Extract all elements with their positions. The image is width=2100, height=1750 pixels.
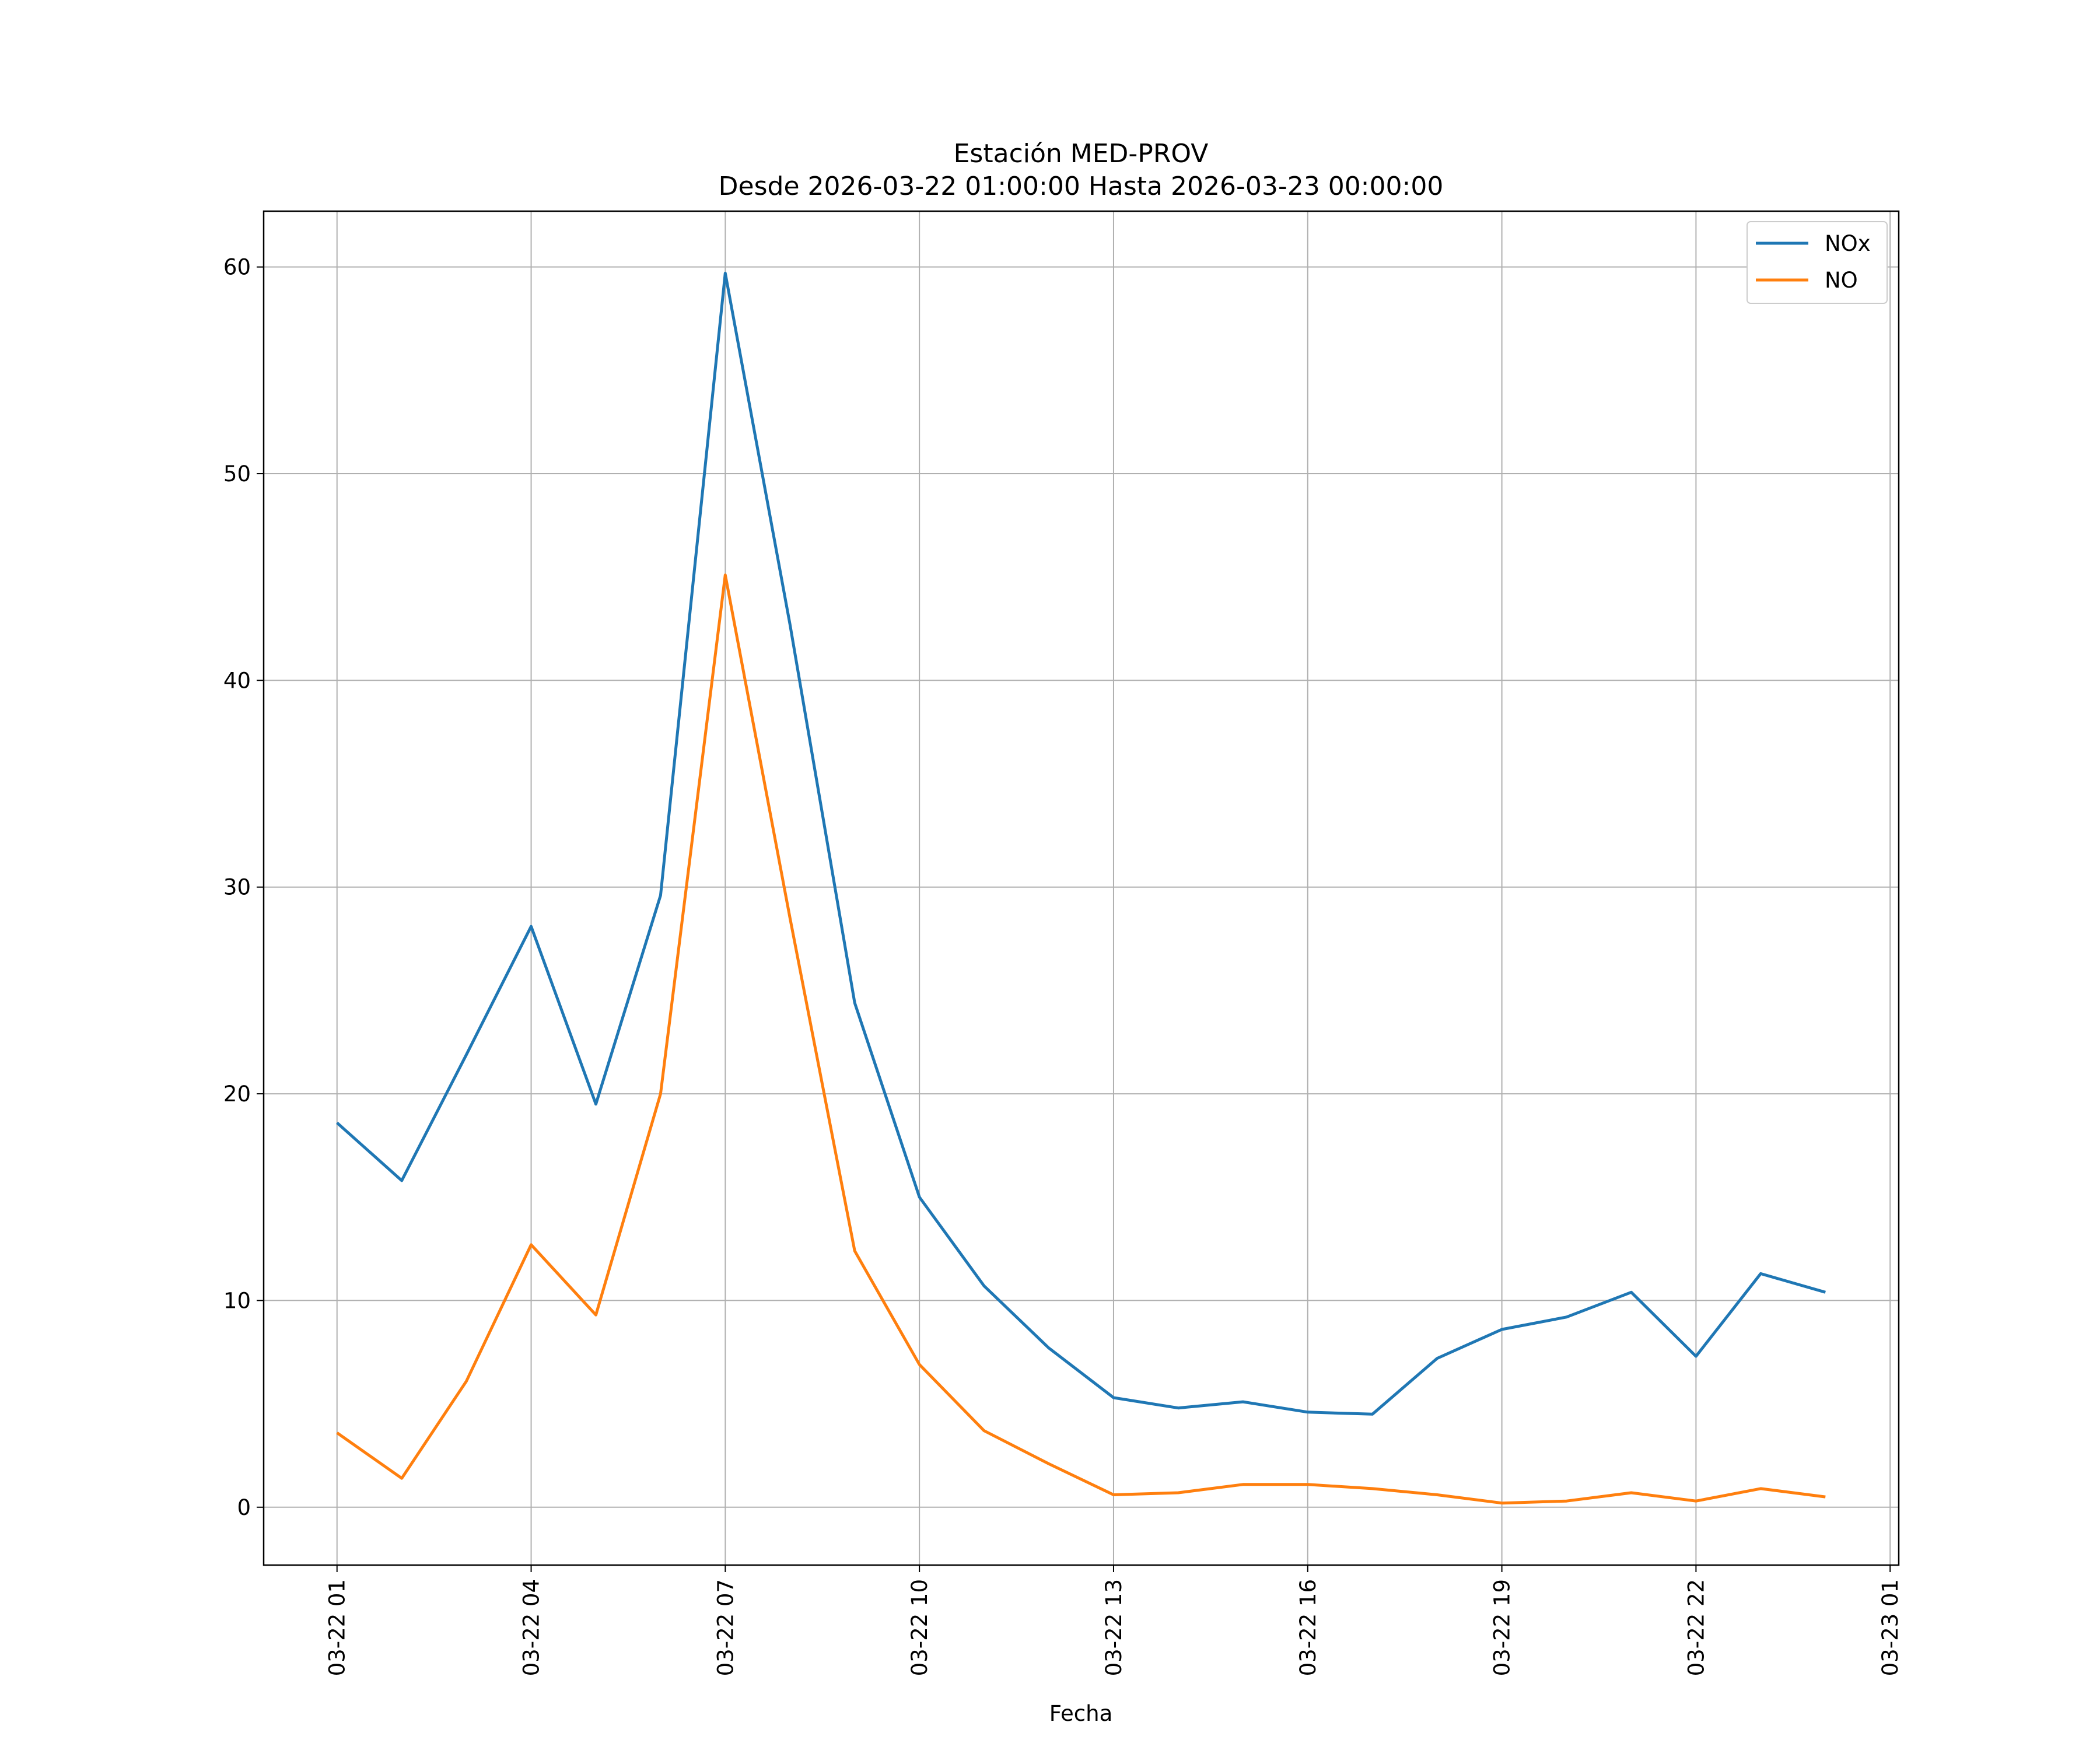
x-tick-label: 03-22 13: [1101, 1579, 1126, 1676]
x-tick-label: 03-22 22: [1684, 1579, 1709, 1676]
legend-label-no: NO: [1825, 268, 1858, 293]
y-axis: 0 10 20 30 40 50 60: [223, 255, 264, 1520]
x-tick-label: 03-22 10: [907, 1579, 932, 1676]
y-tick-label: 0: [237, 1495, 251, 1520]
x-tick-label: 03-22 16: [1296, 1579, 1321, 1676]
x-tick-label: 03-23 01: [1878, 1579, 1903, 1676]
grid: [264, 211, 1899, 1565]
series-line-no: [336, 573, 1826, 1505]
series-line-nox: [336, 271, 1826, 1416]
legend-label-nox: NOx: [1825, 231, 1871, 256]
x-axis: 03-22 01 03-22 04 03-22 07 03-22 10 03-22 13…: [325, 1565, 1903, 1676]
x-tick-label: 03-22 01: [325, 1579, 350, 1676]
x-tick-label: 03-22 07: [713, 1579, 738, 1676]
y-tick-label: 50: [223, 461, 251, 487]
y-tick-label: 30: [223, 875, 251, 900]
x-axis-label: Fecha: [1049, 1701, 1113, 1726]
y-tick-label: 40: [223, 668, 251, 693]
plot-frame: [262, 210, 1900, 1566]
legend: NOx NO: [1746, 221, 1888, 304]
y-tick-label: 10: [223, 1288, 251, 1313]
y-tick-label: 60: [223, 255, 251, 280]
chart-title: Estación MED-PROV: [954, 139, 1209, 169]
x-tick-label: 03-22 04: [519, 1579, 544, 1676]
x-tick-label: 03-22 19: [1490, 1579, 1515, 1676]
chart-subtitle: Desde 2026-03-22 01:00:00 Hasta 2026-03-…: [719, 172, 1444, 201]
series-lines: [336, 271, 1826, 1505]
y-tick-label: 20: [223, 1082, 251, 1107]
